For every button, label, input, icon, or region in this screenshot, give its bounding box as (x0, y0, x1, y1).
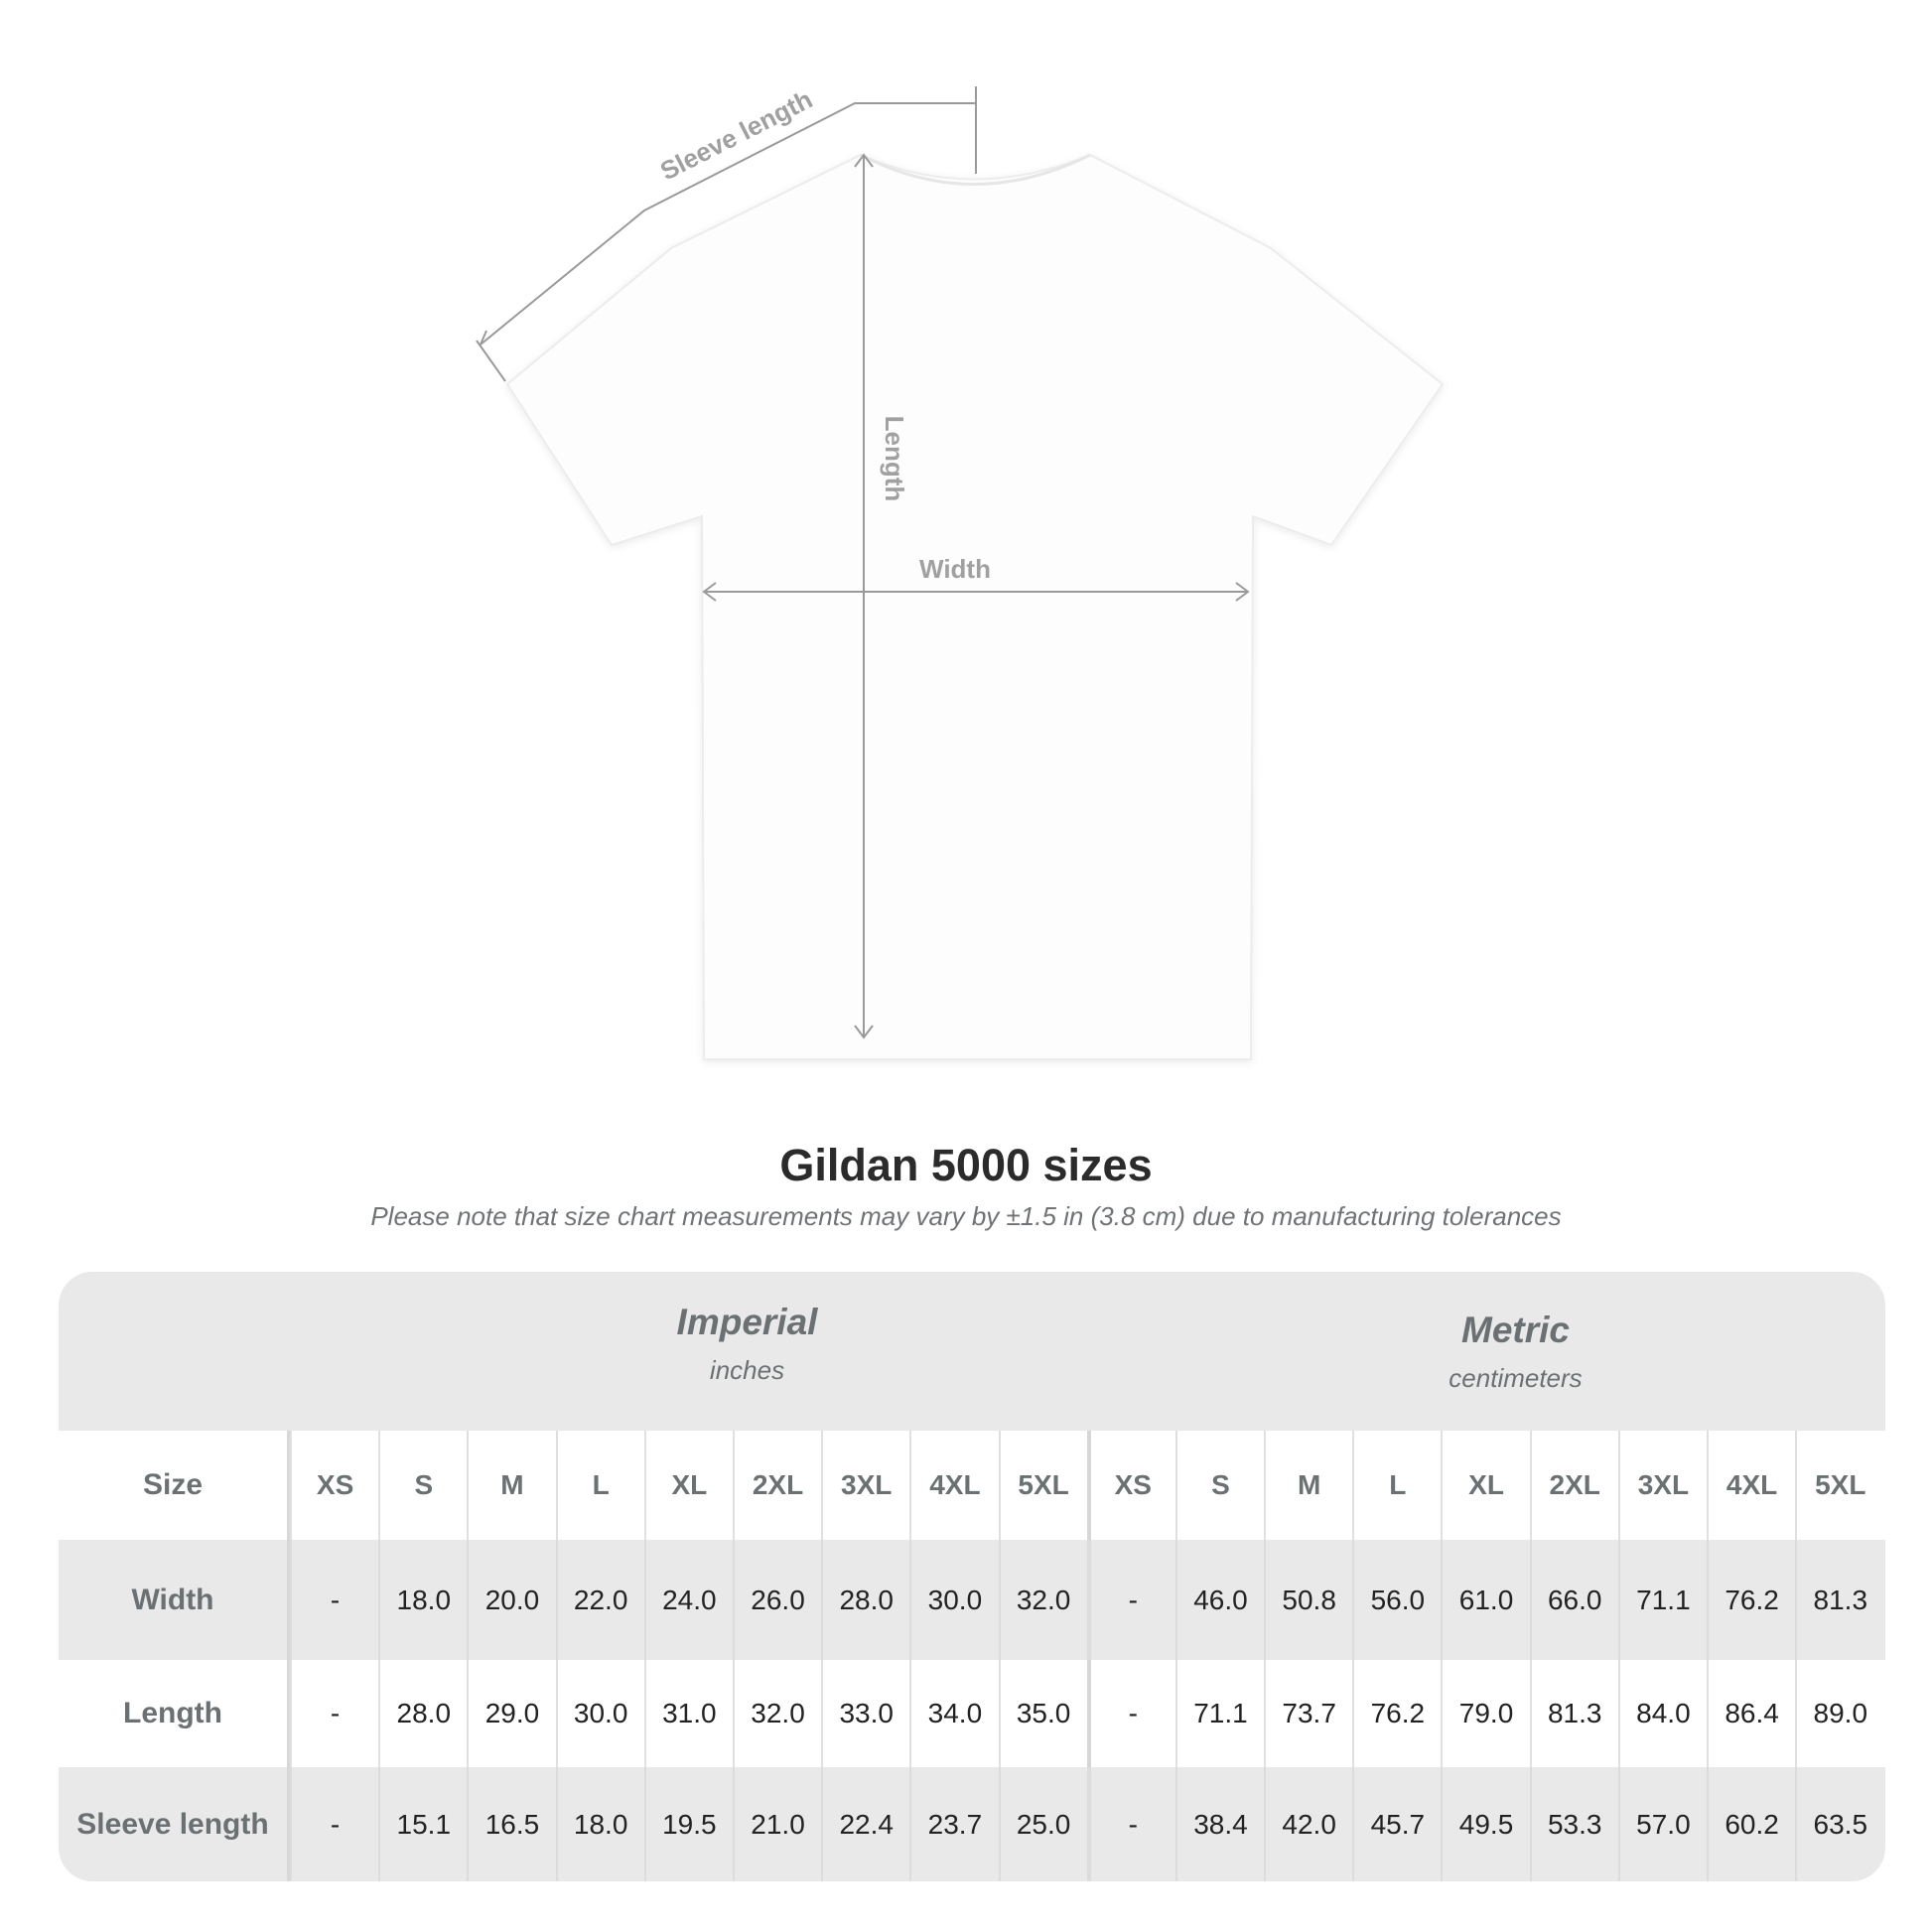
imperial-value-cell: 19.5 (643, 1767, 733, 1881)
row-label: Width (59, 1540, 290, 1660)
metric-size-header: 2XL (1529, 1431, 1618, 1540)
table-row: Length -28.0 29.0 30.0 31.0 32.0 33.0 34.0 35.0-… (59, 1660, 1885, 1767)
imperial-value-cell: 31.0 (643, 1660, 733, 1767)
metric-value-cell: 76.2 (1707, 1540, 1795, 1660)
tolerance-note: Please note that size chart measurements… (370, 1201, 1562, 1231)
metric-value-cell: 60.2 (1707, 1767, 1795, 1881)
imperial-size-header: L (555, 1431, 644, 1540)
imperial-value-cell: - (290, 1767, 378, 1881)
row-label: Size (59, 1431, 290, 1540)
metric-value-cell: 38.4 (1174, 1767, 1264, 1881)
metric-value-cell: 81.3 (1795, 1540, 1883, 1660)
imperial-value-cell: 32.0 (732, 1660, 821, 1767)
imperial-value-cell: 20.0 (467, 1540, 555, 1660)
imperial-value-cell: 18.0 (555, 1767, 644, 1881)
imperial-value-cell: 34.0 (909, 1660, 998, 1767)
imperial-value-cell: 30.0 (555, 1660, 644, 1767)
imperial-size-header: 4XL (909, 1431, 998, 1540)
imperial-value-cell: 25.0 (998, 1767, 1087, 1881)
metric-value-cell: - (1086, 1660, 1175, 1767)
metric-value-cell: 86.4 (1707, 1660, 1795, 1767)
size-header-row: Size XS S M L XL 2XL 3XL 4XL 5XL XS S M L XL 2XL 3XL 4XL 5… (59, 1431, 1885, 1540)
metric-size-header: XS (1086, 1431, 1175, 1540)
imperial-title: Imperial (676, 1302, 818, 1342)
metric-value-cell: 49.5 (1441, 1767, 1529, 1881)
imperial-value-cell: 35.0 (998, 1660, 1087, 1767)
row-label: Length (59, 1660, 290, 1767)
metric-value-cell: - (1086, 1767, 1175, 1881)
metric-value-cell: 89.0 (1795, 1660, 1883, 1767)
imperial-value-cell: 30.0 (909, 1540, 998, 1660)
imperial-value-cell: 21.0 (732, 1767, 821, 1881)
imperial-value-cell: 18.0 (378, 1540, 467, 1660)
imperial-value-cell: 26.0 (732, 1540, 821, 1660)
imperial-size-header: 2XL (732, 1431, 821, 1540)
imperial-size-header: M (467, 1431, 555, 1540)
page-title: Gildan 5000 sizes (779, 1140, 1153, 1190)
metric-value-cell: 42.0 (1264, 1767, 1352, 1881)
tshirt-shape (505, 153, 1445, 1060)
metric-value-cell: 66.0 (1529, 1540, 1618, 1660)
metric-size-header: S (1174, 1431, 1264, 1540)
metric-value-cell: 84.0 (1617, 1660, 1707, 1767)
imperial-value-cell: 23.7 (909, 1767, 998, 1881)
imperial-size-header: 3XL (821, 1431, 909, 1540)
metric-size-header: XL (1441, 1431, 1529, 1540)
tshirt-diagram: Sleeve length Length Width (476, 84, 1445, 1060)
imperial-value-cell: 22.4 (821, 1767, 909, 1881)
imperial-value-cell: 16.5 (467, 1767, 555, 1881)
metric-value-cell: 73.7 (1264, 1660, 1352, 1767)
metric-size-header: 3XL (1617, 1431, 1707, 1540)
metric-value-cell: 76.2 (1352, 1660, 1441, 1767)
table-row: Sleeve length -15.1 16.5 18.0 19.5 21.0 22.4 23… (59, 1767, 1885, 1881)
imperial-value-cell: - (290, 1660, 378, 1767)
metric-value-cell: 53.3 (1529, 1767, 1618, 1881)
metric-value-cell: 50.8 (1264, 1540, 1352, 1660)
imperial-value-cell: 33.0 (821, 1660, 909, 1767)
metric-value-cell: 45.7 (1352, 1767, 1441, 1881)
imperial-unit: inches (709, 1355, 785, 1385)
row-label: Sleeve length (59, 1767, 290, 1881)
metric-value-cell: 71.1 (1174, 1660, 1264, 1767)
sleeve-length-line (480, 102, 976, 345)
metric-value-cell: - (1086, 1540, 1175, 1660)
imperial-value-cell: 22.0 (555, 1540, 644, 1660)
metric-value-cell: 46.0 (1174, 1540, 1264, 1660)
table-row: Width -18.0 20.0 22.0 24.0 26.0 28.0 30.0 32.0-4… (59, 1540, 1885, 1660)
metric-value-cell: 81.3 (1529, 1660, 1618, 1767)
width-label: Width (919, 554, 991, 584)
imperial-size-header: 5XL (998, 1431, 1087, 1540)
measure-lines (476, 86, 1250, 1039)
imperial-header: Imperial inches (348, 1302, 1146, 1386)
metric-value-cell: 63.5 (1795, 1767, 1883, 1881)
metric-unit: centimeters (1449, 1363, 1583, 1393)
imperial-size-header: XS (290, 1431, 378, 1540)
size-table: Imperial inches Metric centimeters Size X… (59, 1272, 1885, 1881)
imperial-value-cell: - (290, 1540, 378, 1660)
metric-size-header: 4XL (1707, 1431, 1795, 1540)
metric-size-header: M (1264, 1431, 1352, 1540)
imperial-value-cell: 28.0 (821, 1540, 909, 1660)
metric-size-header: L (1352, 1431, 1441, 1540)
length-label: Length (880, 416, 909, 502)
imperial-value-cell: 29.0 (467, 1660, 555, 1767)
metric-value-cell: 56.0 (1352, 1540, 1441, 1660)
imperial-value-cell: 32.0 (998, 1540, 1087, 1660)
metric-header: Metric centimeters (1146, 1310, 1885, 1394)
metric-value-cell: 71.1 (1617, 1540, 1707, 1660)
imperial-size-header: XL (643, 1431, 733, 1540)
metric-size-header: 5XL (1795, 1431, 1883, 1540)
imperial-size-header: S (378, 1431, 467, 1540)
imperial-value-cell: 24.0 (643, 1540, 733, 1660)
imperial-value-cell: 15.1 (378, 1767, 467, 1881)
metric-value-cell: 61.0 (1441, 1540, 1529, 1660)
metric-value-cell: 57.0 (1617, 1767, 1707, 1881)
metric-value-cell: 79.0 (1441, 1660, 1529, 1767)
metric-title: Metric (1461, 1310, 1570, 1350)
imperial-value-cell: 28.0 (378, 1660, 467, 1767)
